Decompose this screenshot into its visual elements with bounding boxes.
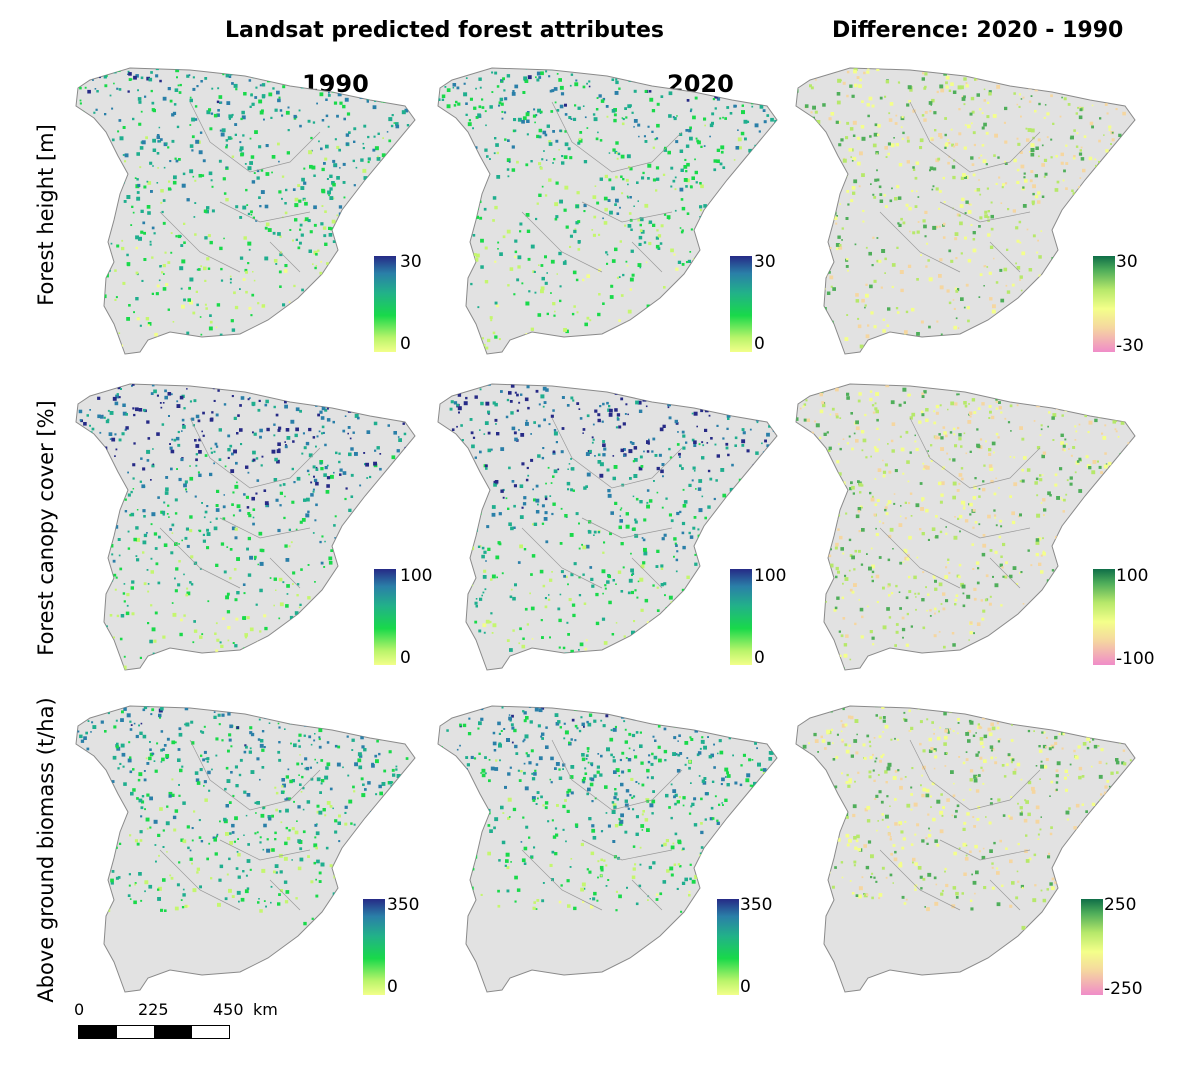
- heading-difference: Difference: 2020 - 1990: [832, 18, 1124, 43]
- colorbar-max-label: 30: [1116, 252, 1138, 272]
- scalebar-tick-450: 450: [213, 1000, 244, 1019]
- colorbar-max-label: 250: [1104, 895, 1137, 915]
- row-label-biomass: Above ground biomass (t/ha): [34, 697, 58, 1003]
- scalebar-segment: [116, 1026, 154, 1038]
- heading-landsat-predicted: Landsat predicted forest attributes: [225, 18, 665, 43]
- row-label-forest-height: Forest height [m]: [34, 124, 58, 306]
- colorbar-biomass-1990: [363, 899, 385, 995]
- colorbar-min-label: 0: [740, 977, 751, 997]
- colorbar-min-label: 0: [754, 334, 765, 354]
- colorbar-min-label: 0: [754, 648, 765, 668]
- colorbar-min-label: -30: [1116, 336, 1144, 356]
- colorbar-max-label: 100: [754, 566, 787, 586]
- map-height-2020: [437, 67, 778, 355]
- scalebar-tick-0: 0: [74, 1000, 85, 1019]
- colorbar-max-label: 350: [387, 895, 420, 915]
- colorbar-biomass-diff: [1081, 899, 1103, 995]
- colorbar-canopy-1990: [374, 569, 396, 665]
- colorbar-max-label: 100: [400, 566, 433, 586]
- colorbar-min-label: 0: [400, 648, 411, 668]
- scalebar-unit: km: [253, 1000, 278, 1019]
- region-borders: [879, 417, 1041, 589]
- scalebar-segment: [154, 1026, 192, 1038]
- region-borders: [521, 417, 683, 589]
- colorbar-max-label: 30: [400, 252, 422, 272]
- map-height-1990: [75, 67, 416, 355]
- land-area: [75, 705, 416, 993]
- region-borders: [159, 101, 321, 273]
- land-area: [437, 383, 778, 671]
- scalebar-segment: [79, 1026, 117, 1038]
- colorbar-min-label: -100: [1116, 649, 1155, 669]
- scalebar: [78, 1025, 230, 1039]
- colorbar-height-2020: [730, 256, 752, 352]
- map-biomass-1990: [75, 705, 416, 993]
- colorbar-biomass-2020: [717, 899, 739, 995]
- map-height-diff: [795, 67, 1136, 355]
- colorbar-height-diff: [1093, 256, 1115, 352]
- region-borders: [159, 739, 321, 911]
- colorbar-max-label: 100: [1116, 566, 1149, 586]
- row-label-canopy-cover: Forest canopy cover [%]: [34, 400, 58, 656]
- map-canopy-1990: [75, 383, 416, 671]
- colorbar-canopy-diff: [1093, 569, 1115, 665]
- region-borders: [521, 101, 683, 273]
- colorbar-min-label: 0: [400, 334, 411, 354]
- region-borders: [159, 417, 321, 589]
- map-canopy-2020: [437, 383, 778, 671]
- forest-pixels: [438, 68, 777, 354]
- map-canopy-diff: [795, 383, 1136, 671]
- colorbar-min-label: -250: [1104, 979, 1143, 999]
- colorbar-min-label: 0: [387, 977, 398, 997]
- region-borders: [879, 101, 1041, 273]
- land-area: [75, 67, 416, 355]
- colorbar-canopy-2020: [730, 569, 752, 665]
- land-area: [795, 67, 1136, 355]
- land-area: [795, 383, 1136, 671]
- colorbar-max-label: 30: [754, 252, 776, 272]
- scalebar-segment: [191, 1026, 229, 1038]
- land-area: [75, 383, 416, 671]
- map-biomass-diff: [795, 705, 1136, 993]
- region-borders: [521, 739, 683, 911]
- map-biomass-2020: [437, 705, 778, 993]
- colorbar-max-label: 350: [740, 895, 773, 915]
- colorbar-height-1990: [374, 256, 396, 352]
- region-borders: [879, 739, 1041, 911]
- scalebar-tick-225: 225: [138, 1000, 169, 1019]
